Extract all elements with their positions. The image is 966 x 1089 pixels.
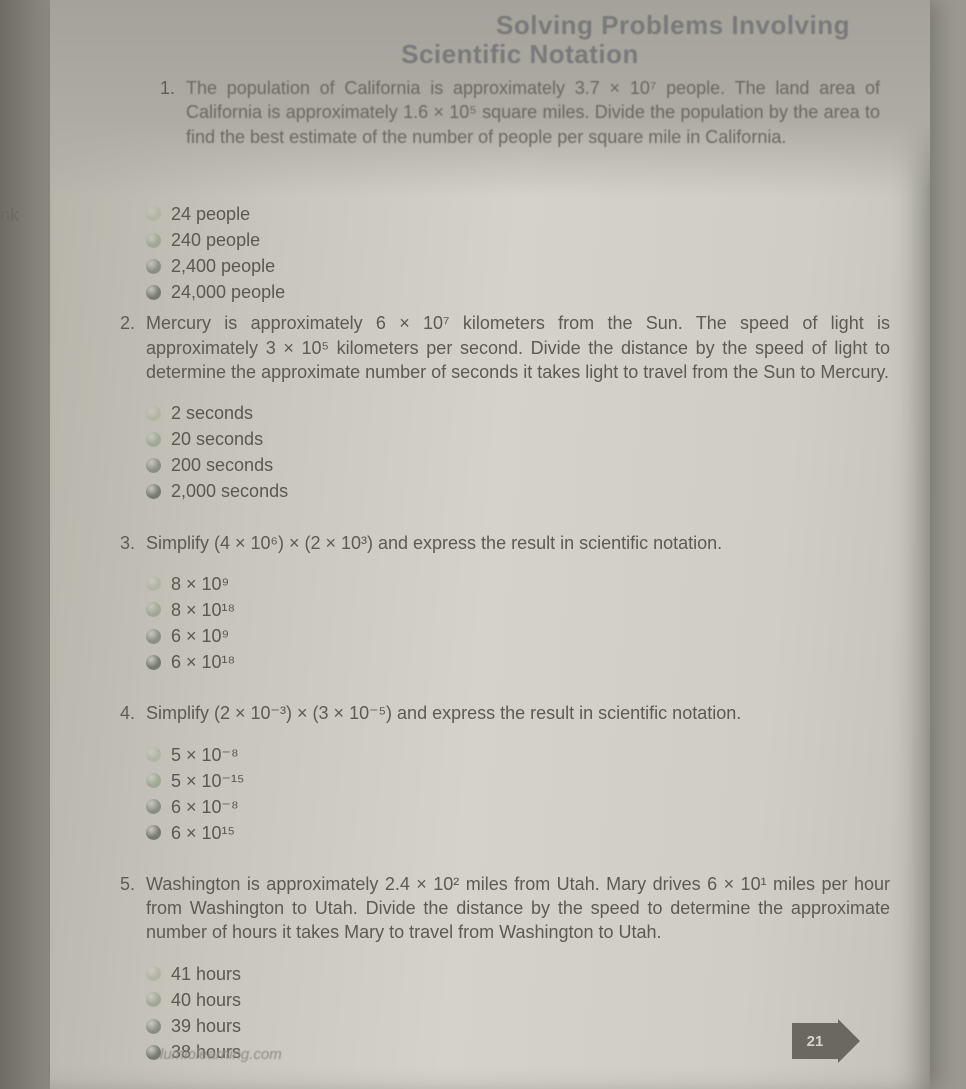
question-2: 2. Mercury is approximately 6 × 10⁷ kilo…: [120, 311, 890, 504]
worksheet-page: Solving Problems Involving Scientific No…: [50, 0, 930, 1089]
side-tab-label: nk: [0, 205, 19, 226]
option-label: 8 × 10⁹: [171, 571, 229, 597]
option[interactable]: 24,000 people: [146, 279, 890, 305]
bullet-icon: [146, 484, 161, 499]
bullet-icon: [146, 206, 161, 221]
bullet-icon: [146, 966, 161, 981]
option-label: 40 hours: [171, 987, 241, 1013]
option[interactable]: 2 seconds: [146, 400, 890, 426]
option[interactable]: 6 × 10⁹: [146, 623, 890, 649]
question-4: 4. Simplify (2 × 10⁻³) × (3 × 10⁻⁵) and …: [120, 701, 890, 846]
bullet-icon: [146, 406, 161, 421]
bullet-icon: [146, 285, 161, 300]
bullet-icon: [146, 629, 161, 644]
bullet-icon: [146, 432, 161, 447]
bullet-icon: [146, 773, 161, 788]
option[interactable]: 20 seconds: [146, 426, 890, 452]
option[interactable]: 41 hours: [146, 961, 890, 987]
option-label: 5 × 10⁻¹⁵: [171, 768, 245, 794]
option-label: 5 × 10⁻⁸: [171, 742, 239, 768]
option-label: 2 seconds: [171, 400, 253, 426]
bullet-icon: [146, 458, 161, 473]
header-band: Solving Problems Involving Scientific No…: [50, 0, 930, 197]
option[interactable]: 240 people: [146, 227, 890, 253]
bullet-icon: [146, 992, 161, 1007]
bullet-icon: [146, 799, 161, 814]
option[interactable]: 2,400 people: [146, 253, 890, 279]
option[interactable]: 6 × 10⁻⁸: [146, 794, 890, 820]
option-label: 41 hours: [171, 961, 241, 987]
bullet-icon: [146, 1019, 161, 1034]
option-label: 6 × 10¹⁸: [171, 649, 235, 675]
question-number: 4.: [120, 701, 146, 725]
question-text: Simplify (2 × 10⁻³) × (3 × 10⁻⁵) and exp…: [146, 701, 890, 725]
bullet-icon: [146, 1045, 161, 1060]
option[interactable]: 200 seconds: [146, 452, 890, 478]
option[interactable]: 40 hours: [146, 987, 890, 1013]
page-number: 21: [792, 1023, 838, 1059]
bullet-icon: [146, 655, 161, 670]
book-spine: [0, 0, 50, 1089]
option[interactable]: 8 × 10⁹: [146, 571, 890, 597]
question-number: 2.: [120, 311, 146, 384]
option-label: 8 × 10¹⁸: [171, 597, 235, 623]
option-label: 2,400 people: [171, 253, 275, 279]
bullet-icon: [146, 602, 161, 617]
bullet-icon: [146, 576, 161, 591]
question-number: 5.: [120, 872, 146, 945]
question-1-options: 24 people 240 people 2,400 people 24,000…: [146, 201, 890, 305]
option-label: 39 hours: [171, 1013, 241, 1039]
option-label: 6 × 10⁹: [171, 623, 229, 649]
footer-credit: lumiolearning.com: [160, 1046, 282, 1063]
option[interactable]: 6 × 10¹⁵: [146, 820, 890, 846]
option-label: 2,000 seconds: [171, 478, 288, 504]
question-1: 1. The population of California is appro…: [160, 76, 880, 149]
question-number: 1.: [160, 76, 186, 149]
question-3-options: 8 × 10⁹ 8 × 10¹⁸ 6 × 10⁹ 6 × 10¹⁸: [146, 571, 890, 675]
bullet-icon: [146, 233, 161, 248]
header-line-1: Solving Problems Involving: [160, 10, 880, 41]
question-5: 5. Washington is approximately 2.4 × 10²…: [120, 872, 890, 1065]
option-label: 24,000 people: [171, 279, 285, 305]
question-3: 3. Simplify (4 × 10⁶) × (2 × 10³) and ex…: [120, 531, 890, 676]
option-label: 24 people: [171, 201, 250, 227]
question-text: Mercury is approximately 6 × 10⁷ kilomet…: [146, 311, 890, 384]
question-text: The population of California is approxim…: [186, 76, 880, 149]
option-label: 200 seconds: [171, 452, 273, 478]
question-text: Simplify (4 × 10⁶) × (2 × 10³) and expre…: [146, 531, 890, 555]
option[interactable]: 8 × 10¹⁸: [146, 597, 890, 623]
option[interactable]: 5 × 10⁻⁸: [146, 742, 890, 768]
question-number: 3.: [120, 531, 146, 555]
option-label: 20 seconds: [171, 426, 263, 452]
option-label: 240 people: [171, 227, 260, 253]
question-2-options: 2 seconds 20 seconds 200 seconds 2,000 s…: [146, 400, 890, 504]
bullet-icon: [146, 747, 161, 762]
option-label: 6 × 10⁻⁸: [171, 794, 239, 820]
option[interactable]: 6 × 10¹⁸: [146, 649, 890, 675]
option[interactable]: 39 hours: [146, 1013, 890, 1039]
page-number-arrow: 21: [792, 1019, 860, 1063]
option[interactable]: 2,000 seconds: [146, 478, 890, 504]
question-4-options: 5 × 10⁻⁸ 5 × 10⁻¹⁵ 6 × 10⁻⁸ 6 × 10¹⁵: [146, 742, 890, 846]
header-line-2: Scientific Notation: [160, 39, 880, 70]
bullet-icon: [146, 825, 161, 840]
option-label: 6 × 10¹⁵: [171, 820, 235, 846]
question-text: Washington is approximately 2.4 × 10² mi…: [146, 872, 890, 945]
option[interactable]: 5 × 10⁻¹⁵: [146, 768, 890, 794]
bullet-icon: [146, 259, 161, 274]
arrow-head-icon: [838, 1019, 860, 1063]
option[interactable]: 24 people: [146, 201, 890, 227]
